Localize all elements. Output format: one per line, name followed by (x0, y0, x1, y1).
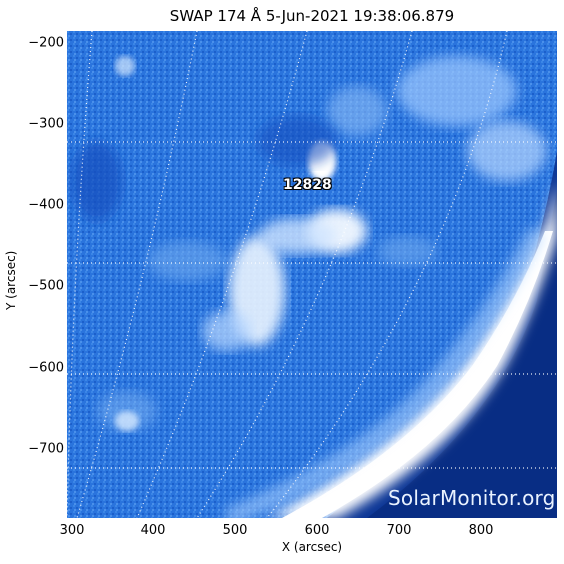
y-tick-label: −700 (28, 441, 64, 457)
x-tick-label: 500 (222, 523, 248, 538)
y-tick-label: −600 (28, 360, 64, 376)
y-tick-label: −200 (28, 35, 64, 51)
x-tick-label: 700 (386, 523, 412, 538)
x-tick-label: 400 (140, 523, 166, 538)
x-axis-label: X (arcsec) (281, 540, 343, 554)
y-tick-label: −400 (28, 197, 64, 213)
image-title: SWAP 174 Å 5-Jun-2021 19:38:06.879 (169, 7, 455, 25)
watermark: SolarMonitor.org (388, 486, 556, 510)
x-tick-label: 300 (59, 523, 85, 538)
solar-euv-image (67, 31, 557, 518)
y-tick-label: −300 (28, 116, 64, 132)
x-tick-label: 600 (304, 523, 330, 538)
solar-image-plot (67, 31, 557, 518)
y-axis-label: Y (arcsec) (4, 250, 18, 310)
active-region-label: 12828 (283, 177, 332, 193)
y-tick-label: −500 (28, 278, 64, 294)
x-tick-label: 800 (468, 523, 494, 538)
